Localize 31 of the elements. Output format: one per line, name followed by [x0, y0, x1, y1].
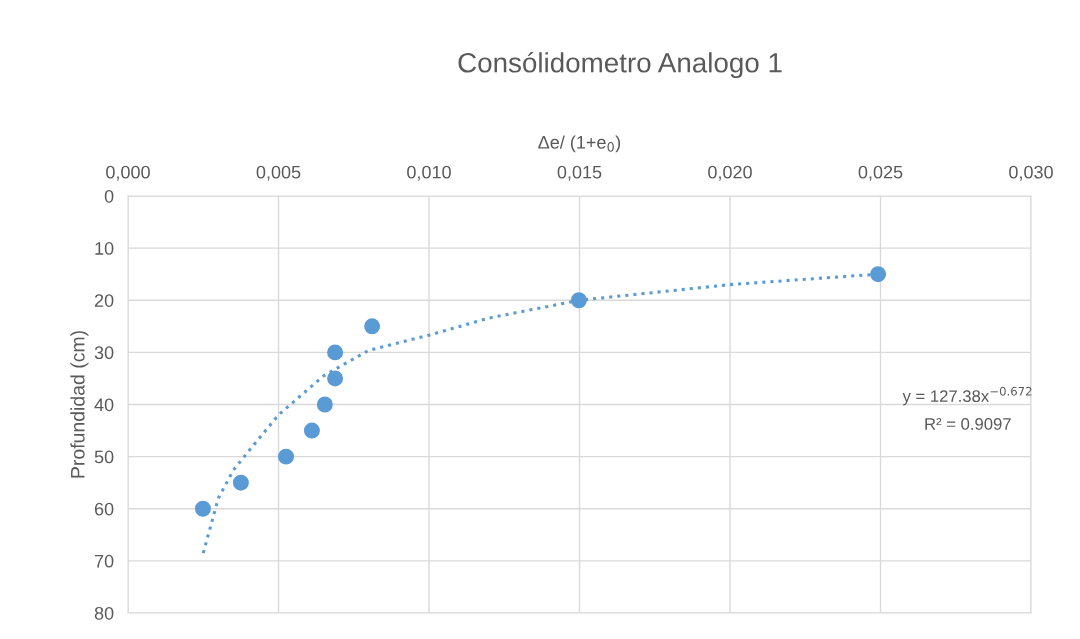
x-axis-title: Δe/ (1+e$_{0}$) — [538, 135, 621, 153]
y-axis-title: Profundidad (cm) — [70, 331, 89, 478]
point — [364, 318, 381, 335]
y-tick-label: 40 — [94, 398, 114, 412]
x-tick-label: 0,010 — [407, 165, 451, 181]
y-tick-label: 60 — [94, 502, 114, 516]
point — [570, 292, 587, 309]
annotation: R² = 0.9097 — [925, 418, 1011, 430]
chart-title: Consólidometro Analogo 1 — [458, 51, 782, 79]
point — [278, 448, 295, 465]
point — [303, 422, 320, 439]
x-tick-label: 0,000 — [106, 165, 150, 181]
y-tick-label: 50 — [94, 450, 114, 464]
x-tick-label: 0,020 — [708, 165, 752, 181]
y-tick-label: 70 — [94, 554, 114, 568]
point — [327, 370, 344, 387]
x-tick-label: 0,005 — [256, 165, 301, 181]
x-tick-label: 0,015 — [557, 165, 602, 181]
point — [316, 396, 333, 413]
x-tick-label: 0,030 — [1009, 165, 1053, 181]
point — [232, 474, 249, 491]
y-tick-label: 0 — [104, 189, 114, 203]
annotation: y = 127.38x$^{−0.672}$ — [902, 386, 1032, 406]
y-tick-label: 30 — [94, 346, 114, 360]
point — [194, 500, 211, 517]
y-tick-label: 80 — [94, 606, 114, 620]
y-tick-label: 20 — [94, 294, 114, 307]
y-tick-label: 10 — [95, 242, 114, 255]
x-tick-label: 0,025 — [858, 165, 903, 181]
point — [327, 344, 344, 361]
point — [870, 266, 887, 283]
